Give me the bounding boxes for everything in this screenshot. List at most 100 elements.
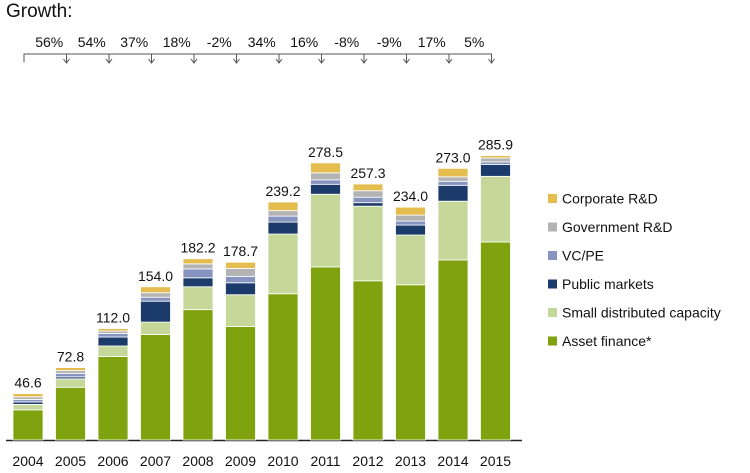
growth-arrow-1 [23,53,67,62]
bar-segment-2015-small-distributed-capacity [480,175,511,243]
growth-label-10: 17% [418,34,446,50]
year-label-2015: 2015 [480,453,511,469]
growth-arrow-4 [151,53,195,62]
total-label-2011: 278.5 [308,144,343,160]
bar-segment-2005-small-distributed-capacity [55,378,86,388]
growth-label-1: 56% [35,34,63,50]
bar-segment-2013-asset-finance [395,284,426,441]
bar-segment-2006-public-markets [97,336,129,347]
bar-segment-2012-asset-finance [352,280,384,441]
bar-segment-2007-public-markets [140,300,171,323]
bar-segment-2015-government-r-d [480,157,511,163]
legend-swatch-small-distributed-capacity [548,308,557,317]
bar-segment-2009-vc-pe [225,275,256,284]
bar-segment-2014-government-r-d [437,176,469,182]
growth-arrowhead-11 [488,58,495,64]
growth-arrow-9 [363,53,407,62]
bar-segment-2011-vc-pe [310,179,341,185]
growth-arrow-7 [278,53,322,62]
bar-segment-2010-vc-pe [267,215,299,223]
growth-arrow-8 [321,53,365,62]
bar-segment-2010-small-distributed-capacity [267,233,299,295]
growth-arrowhead-1 [63,58,70,64]
legend-label-vc-pe: VC/PE [562,248,604,264]
bar-segment-2012-government-r-d [352,190,384,198]
bar-segment-2004-asset-finance [12,409,44,441]
bar-segment-2009-corporate-r-d [225,261,256,269]
year-label-2013: 2013 [395,453,426,469]
total-label-2005: 72.8 [57,349,84,365]
growth-arrow-10 [406,53,450,62]
bar-segment-2008-public-markets [182,277,214,288]
bar-segment-2011-asset-finance [310,266,341,441]
legend-swatch-corporate-r-d [548,194,557,203]
growth-label-8: -8% [334,34,359,50]
year-label-2014: 2014 [437,453,468,469]
growth-label-4: 18% [163,34,191,50]
bar-segment-2010-corporate-r-d [267,201,299,212]
growth-label-5: -2% [207,34,232,50]
bar-segment-2006-asset-finance [97,356,129,441]
bar-segment-2007-government-r-d [140,292,171,298]
growth-arrowhead-6 [275,58,283,64]
total-label-2015: 285.9 [478,137,513,153]
growth-arrow-2 [66,53,110,62]
legend-label-small-distributed-capacity: Small distributed capacity [562,305,721,321]
bar-segment-2004-small-distributed-capacity [12,403,44,411]
growth-arrowhead-7 [318,58,325,64]
year-label-2010: 2010 [267,453,298,469]
bar-segment-2012-corporate-r-d [352,183,384,192]
bar-segment-2011-small-distributed-capacity [310,193,341,268]
year-label-2008: 2008 [182,453,213,469]
year-label-2009: 2009 [225,453,256,469]
bar-segment-2005-corporate-r-d [55,367,86,371]
legend-swatch-public-markets [548,279,557,289]
bar-segment-2008-government-r-d [182,263,214,270]
bar-segment-2014-asset-finance [437,259,469,441]
bar-segment-2006-small-distributed-capacity [97,345,129,357]
bar-segment-2015-asset-finance [480,241,511,441]
bar-segment-2007-small-distributed-capacity [140,321,171,335]
bar-segment-2013-corporate-r-d [395,206,426,216]
bar-segment-2012-public-markets [352,202,384,207]
legend-swatch-vc-pe [548,251,557,260]
legend-swatch-asset-finance [548,336,557,346]
bar-segment-2005-asset-finance [55,386,86,441]
bar-segment-2008-vc-pe [182,268,214,279]
growth-arrowhead-9 [403,58,410,64]
bar-segment-2014-corporate-r-d [437,167,469,178]
bar-segment-2007-vc-pe [140,296,171,302]
total-label-2007: 154.0 [138,268,173,284]
year-label-2012: 2012 [352,453,383,469]
bar-segment-2011-corporate-r-d [310,162,341,174]
legend-label-government-r-d: Government R&D [562,219,672,235]
bar-segment-2012-vc-pe [352,196,384,204]
bar-segment-2013-small-distributed-capacity [395,234,426,286]
bar-segment-2008-small-distributed-capacity [182,286,214,311]
legend-swatch-government-r-d [548,222,557,232]
growth-label-7: 16% [290,34,318,50]
bar-segment-2009-government-r-d [225,267,256,277]
bar-segment-2008-corporate-r-d [182,258,214,265]
bar-segment-2004-corporate-r-d [12,393,44,398]
year-label-2011: 2011 [310,453,340,469]
growth-label-3: 37% [120,34,148,50]
bar-segment-2014-small-distributed-capacity [437,200,469,261]
total-label-2009: 178.7 [223,243,258,259]
total-label-2013: 234.0 [393,188,428,204]
total-label-2012: 257.3 [350,165,385,181]
bar-segment-2013-vc-pe [395,220,426,226]
bar-segment-2009-small-distributed-capacity [225,294,256,327]
bar-segment-2012-small-distributed-capacity [352,205,384,282]
year-label-2006: 2006 [97,453,128,469]
total-label-2014: 273.0 [435,149,470,165]
bar-segment-2014-public-markets [437,184,469,202]
growth-arrow-6 [236,53,280,62]
growth-title: Growth: [6,1,73,22]
year-label-2007: 2007 [140,453,171,469]
bar-segment-2006-vc-pe [97,333,129,338]
bar-segment-2011-public-markets [310,183,341,195]
growth-arrowhead-4 [190,58,198,64]
legend-label-public-markets: Public markets [562,276,654,292]
